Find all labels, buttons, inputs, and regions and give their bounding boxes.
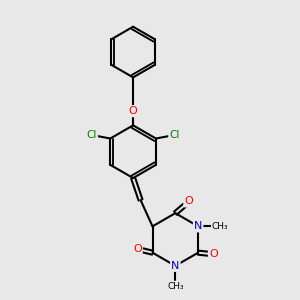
Text: CH₃: CH₃ — [212, 222, 228, 231]
Text: N: N — [194, 221, 202, 231]
Text: Cl: Cl — [86, 130, 97, 140]
Text: O: O — [133, 244, 142, 254]
Text: CH₃: CH₃ — [167, 282, 184, 291]
Text: O: O — [184, 196, 193, 206]
Text: O: O — [129, 106, 137, 116]
Text: Cl: Cl — [169, 130, 180, 140]
Text: O: O — [209, 249, 218, 260]
Text: N: N — [171, 261, 179, 271]
